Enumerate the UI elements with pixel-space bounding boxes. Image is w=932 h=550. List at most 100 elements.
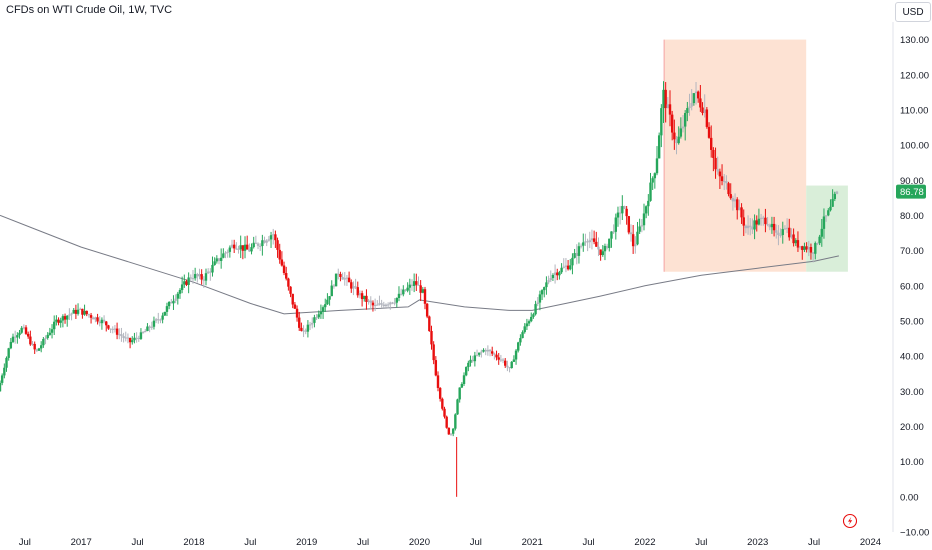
candle-body — [128, 338, 132, 343]
candle-body — [770, 223, 774, 228]
candle-body — [775, 230, 778, 233]
candle-body — [180, 284, 184, 291]
candle-body — [154, 319, 158, 321]
candle-body — [371, 302, 375, 306]
candle-body — [545, 282, 548, 288]
candle-body — [81, 308, 84, 315]
candle-body — [300, 327, 303, 331]
candle-body — [178, 290, 182, 294]
candle-body — [252, 242, 255, 248]
candle-body — [61, 316, 65, 321]
candle-body — [124, 337, 127, 339]
candle-body — [0, 382, 2, 392]
candle-body — [727, 183, 730, 195]
candle-body — [764, 217, 767, 225]
candle-body — [287, 278, 290, 287]
price-axis[interactable]: 130.00 120.00 110.00 100.00 90.00 80.00 70.00 6… — [900, 35, 929, 538]
candle-body — [577, 246, 581, 256]
candle-body — [141, 332, 145, 334]
candle-body — [26, 333, 30, 337]
candle-body — [595, 241, 598, 247]
candle-body — [317, 314, 320, 318]
candle-body — [115, 328, 119, 335]
candle-body — [538, 294, 542, 303]
candle-body — [232, 244, 236, 249]
candle-body — [367, 300, 370, 302]
x-tick-label: Jul — [244, 537, 256, 548]
x-tick-label: Jul — [695, 537, 707, 548]
candle-body — [235, 248, 238, 250]
candle-body — [623, 206, 626, 209]
candle-body — [540, 290, 544, 295]
candle-body — [139, 332, 143, 339]
candle-body — [549, 278, 552, 281]
tradingview-flash-icon[interactable] — [842, 513, 858, 529]
candle-body — [543, 287, 546, 291]
candle-body — [653, 173, 657, 179]
candle-body — [39, 345, 43, 349]
candle-body — [428, 316, 431, 332]
candle-body — [696, 91, 700, 99]
candle-body — [482, 349, 485, 352]
candle-body — [150, 326, 153, 328]
candle-body — [603, 245, 607, 252]
candle-body — [438, 387, 442, 399]
candle-body — [510, 361, 513, 369]
candle-body — [829, 206, 832, 211]
candle-body — [408, 284, 412, 288]
candle-body — [321, 307, 325, 312]
time-axis[interactable]: Jul 2017 Jul 2018 Jul 2019 Jul 2020 Jul 2021 Jul 20… — [19, 537, 881, 548]
candle-body — [237, 248, 240, 250]
candle-body — [790, 234, 793, 238]
candle-body — [391, 302, 394, 304]
candle-body — [167, 301, 171, 307]
candle-body — [393, 302, 396, 304]
candle-body — [462, 375, 466, 385]
candle-body — [751, 226, 754, 230]
candle-body — [820, 228, 823, 237]
candle-body — [44, 338, 47, 340]
candle-body — [588, 240, 591, 243]
y-tick-label: 100.00 — [900, 141, 929, 152]
candle-body — [7, 348, 10, 358]
candle-body — [272, 234, 275, 236]
candle-body — [395, 297, 399, 303]
candle-body — [733, 199, 737, 202]
x-tick-label: Jul — [357, 537, 369, 548]
candle-body — [48, 332, 52, 335]
x-tick-label: 2024 — [860, 537, 881, 548]
candle-body — [74, 309, 78, 314]
candle-body — [740, 207, 743, 218]
candle-body — [18, 332, 21, 336]
candle-body — [582, 242, 585, 246]
candle-body — [703, 109, 706, 114]
y-tick-label: 80.00 — [900, 211, 924, 222]
candle-body — [807, 247, 810, 250]
candle-body — [575, 253, 578, 256]
candle-body — [831, 199, 834, 207]
candle-body — [627, 216, 631, 233]
candle-body — [347, 277, 351, 283]
candle-body — [332, 285, 336, 287]
candlestick-series — [0, 81, 839, 497]
candle-body — [805, 246, 808, 250]
y-tick-label: 40.00 — [900, 352, 924, 363]
candle-body — [796, 240, 800, 248]
candle-body — [798, 246, 802, 248]
candle-body — [256, 243, 260, 246]
currency-button[interactable]: USD — [895, 2, 931, 22]
candle-body — [211, 264, 214, 273]
candle-body — [599, 249, 602, 256]
candle-body — [83, 310, 86, 315]
candle-body — [109, 328, 112, 330]
y-tick-label: 50.00 — [900, 316, 924, 327]
candle-body — [92, 317, 95, 320]
candle-body — [803, 246, 806, 250]
candle-body — [11, 336, 15, 342]
last-price-value: 86.78 — [900, 187, 924, 198]
candle-body — [308, 324, 312, 326]
moving-average-line — [0, 214, 840, 315]
candle-body — [454, 414, 457, 429]
candle-body — [135, 337, 138, 339]
